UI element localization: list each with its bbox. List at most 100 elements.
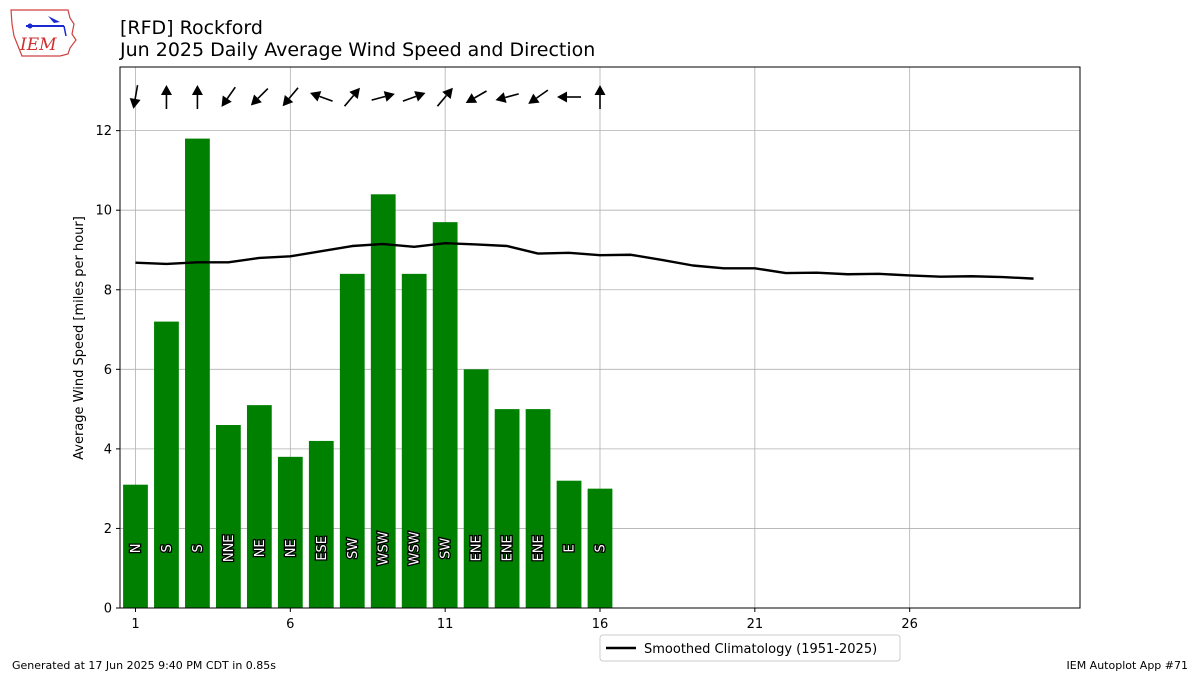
direction-label: WSW bbox=[377, 531, 392, 565]
direction-label: WSW bbox=[408, 531, 423, 565]
arrow-head bbox=[349, 87, 360, 100]
arrow-head bbox=[594, 85, 606, 95]
arrow-head bbox=[557, 91, 568, 103]
wind-arrow bbox=[221, 86, 236, 107]
speed-bar bbox=[370, 194, 396, 608]
direction-label: SW bbox=[346, 538, 361, 559]
arrow-head bbox=[442, 87, 453, 100]
arrow-shaft bbox=[535, 89, 549, 99]
arrow-head bbox=[465, 93, 478, 103]
wind-arrow bbox=[129, 85, 141, 109]
direction-label: NE bbox=[253, 539, 268, 557]
arrow-shaft bbox=[319, 95, 333, 102]
direction-label: S bbox=[594, 544, 609, 552]
arrow-shaft bbox=[473, 90, 487, 99]
chart-title: [RFD] Rockford Jun 2025 Daily Average Wi… bbox=[120, 17, 595, 61]
wind-arrow bbox=[371, 91, 395, 102]
arrow-head bbox=[383, 91, 395, 102]
direction-label: ENE bbox=[501, 535, 516, 561]
x-tick-label: 16 bbox=[592, 617, 609, 632]
x-tick-label: 26 bbox=[901, 617, 918, 632]
speed-bar bbox=[216, 425, 241, 608]
legend-label: Smoothed Climatology (1951-2025) bbox=[644, 642, 877, 657]
arrow-head bbox=[250, 94, 262, 106]
legend: Smoothed Climatology (1951-2025) bbox=[599, 634, 901, 662]
arrow-head bbox=[160, 85, 172, 95]
arrow-shaft bbox=[371, 95, 386, 101]
legend-box bbox=[599, 634, 901, 662]
arrow-head bbox=[310, 91, 322, 102]
wind-arrow bbox=[436, 87, 453, 107]
direction-labels: N S S NNE NE NE ESE SW WSW WSW SW ENE ENE ENE E S bbox=[128, 530, 610, 567]
app-label: IEM Autoplot App #71 bbox=[1066, 659, 1189, 672]
speed-bar bbox=[308, 440, 334, 608]
speed-bar bbox=[339, 273, 365, 608]
wind-arrow bbox=[282, 87, 299, 107]
arrow-shaft bbox=[134, 85, 139, 100]
wind-arrow bbox=[310, 91, 333, 102]
x-tick-label: 21 bbox=[747, 617, 764, 632]
title-station: [RFD] Rockford bbox=[120, 17, 263, 39]
y-tick-label: 12 bbox=[95, 124, 112, 139]
wind-arrow bbox=[343, 87, 360, 107]
y-tick-label: 2 bbox=[104, 522, 112, 537]
y-tick-label: 10 bbox=[95, 204, 112, 219]
direction-label: ENE bbox=[532, 535, 547, 561]
direction-label: NNE bbox=[222, 534, 237, 562]
arrow-shaft bbox=[257, 87, 269, 99]
direction-label: E bbox=[563, 544, 578, 552]
speed-bar bbox=[556, 480, 582, 608]
y-tick-label: 8 bbox=[104, 283, 112, 298]
y-tick-label: 4 bbox=[104, 442, 112, 457]
title-description: Jun 2025 Daily Average Wind Speed and Di… bbox=[120, 39, 596, 61]
arrow-shaft bbox=[343, 94, 355, 107]
wind-arrow bbox=[402, 91, 426, 102]
speed-bar bbox=[463, 369, 489, 608]
wind-arrow bbox=[250, 87, 269, 106]
arrow-shaft bbox=[288, 87, 299, 100]
arrow-head bbox=[495, 92, 507, 103]
direction-label: ESE bbox=[315, 536, 330, 561]
climatology-polyline bbox=[135, 242, 1034, 280]
y-axis-label: Average Wind Speed [miles per hour] bbox=[72, 216, 87, 460]
speed-bar bbox=[154, 321, 179, 608]
climatology-line bbox=[135, 242, 1034, 280]
direction-label: N bbox=[129, 543, 144, 553]
arrow-head bbox=[129, 98, 141, 109]
speed-bar bbox=[587, 488, 613, 608]
arrow-shaft bbox=[226, 86, 236, 100]
x-tick-label: 1 bbox=[131, 617, 139, 632]
wind-arrow bbox=[528, 89, 549, 104]
x-tick-label: 6 bbox=[286, 617, 294, 632]
wind-arrow bbox=[465, 90, 487, 103]
wind-arrow bbox=[160, 85, 172, 109]
direction-arrows bbox=[129, 85, 606, 109]
arrow-head bbox=[282, 94, 294, 107]
speed-bar bbox=[246, 405, 272, 608]
y-tick-label: 6 bbox=[104, 363, 112, 378]
wind-arrow bbox=[191, 85, 203, 109]
arrow-head bbox=[221, 95, 232, 107]
arrow-shaft bbox=[436, 94, 448, 107]
y-tick-label: 0 bbox=[104, 602, 112, 617]
generated-timestamp: Generated at 17 Jun 2025 9:40 PM CDT in … bbox=[12, 659, 277, 672]
direction-label: NE bbox=[284, 539, 299, 557]
logo-text: IEM bbox=[19, 35, 57, 55]
speed-bar bbox=[123, 484, 148, 608]
arrow-shaft bbox=[402, 95, 417, 102]
direction-label: S bbox=[191, 544, 206, 552]
speed-bar bbox=[432, 222, 458, 608]
arrow-head bbox=[528, 93, 540, 104]
speed-bar bbox=[494, 409, 520, 608]
x-tick-label: 11 bbox=[437, 617, 454, 632]
wind-arrow bbox=[594, 85, 606, 109]
iem-logo: IEM bbox=[10, 9, 77, 57]
direction-label: SW bbox=[439, 538, 454, 559]
wind-arrow bbox=[557, 91, 582, 103]
direction-label: S bbox=[160, 544, 175, 552]
speed-bars bbox=[123, 138, 613, 608]
speed-bar bbox=[277, 456, 303, 608]
speed-bar bbox=[525, 409, 551, 608]
speed-bar bbox=[401, 273, 427, 608]
